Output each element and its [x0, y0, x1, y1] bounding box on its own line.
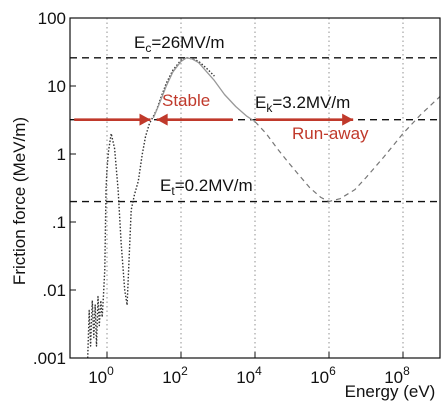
region-arrows: [74, 113, 354, 126]
threshold-label-ec: Ec=26MV/m: [134, 33, 225, 55]
y-tick-label-0: .001: [33, 349, 66, 368]
arrow-stable-right: [74, 113, 151, 126]
threshold-label-et: Et=0.2MV/m: [160, 176, 253, 198]
x-axis-title: Energy (eV): [345, 382, 436, 401]
curve-solid: [152, 57, 256, 123]
curve-layer: [87, 57, 441, 359]
arrow-stable-left-head: [156, 113, 168, 126]
runaway-region-label: Run-away: [292, 124, 369, 143]
curve-dashed: [254, 96, 441, 203]
y-tick-label-1: .01: [42, 281, 66, 300]
y-tick-label-5: 100: [38, 9, 66, 28]
arrow-stable-right-head: [139, 113, 151, 126]
curve-dotted: [87, 57, 215, 359]
arrow-stable-left: [156, 113, 233, 126]
y-tick-label-3: 1: [57, 145, 66, 164]
y-tick-label-4: 10: [47, 77, 66, 96]
y-tick-label-2: .1: [52, 213, 66, 232]
threshold-label-ek: Ek=3.2MV/m: [255, 93, 350, 115]
arrow-runaway: [255, 113, 354, 126]
arrow-runaway-head: [342, 113, 354, 126]
stable-region-label: Stable: [162, 91, 210, 110]
y-axis-title: Friction force (MeV/m): [10, 117, 29, 285]
